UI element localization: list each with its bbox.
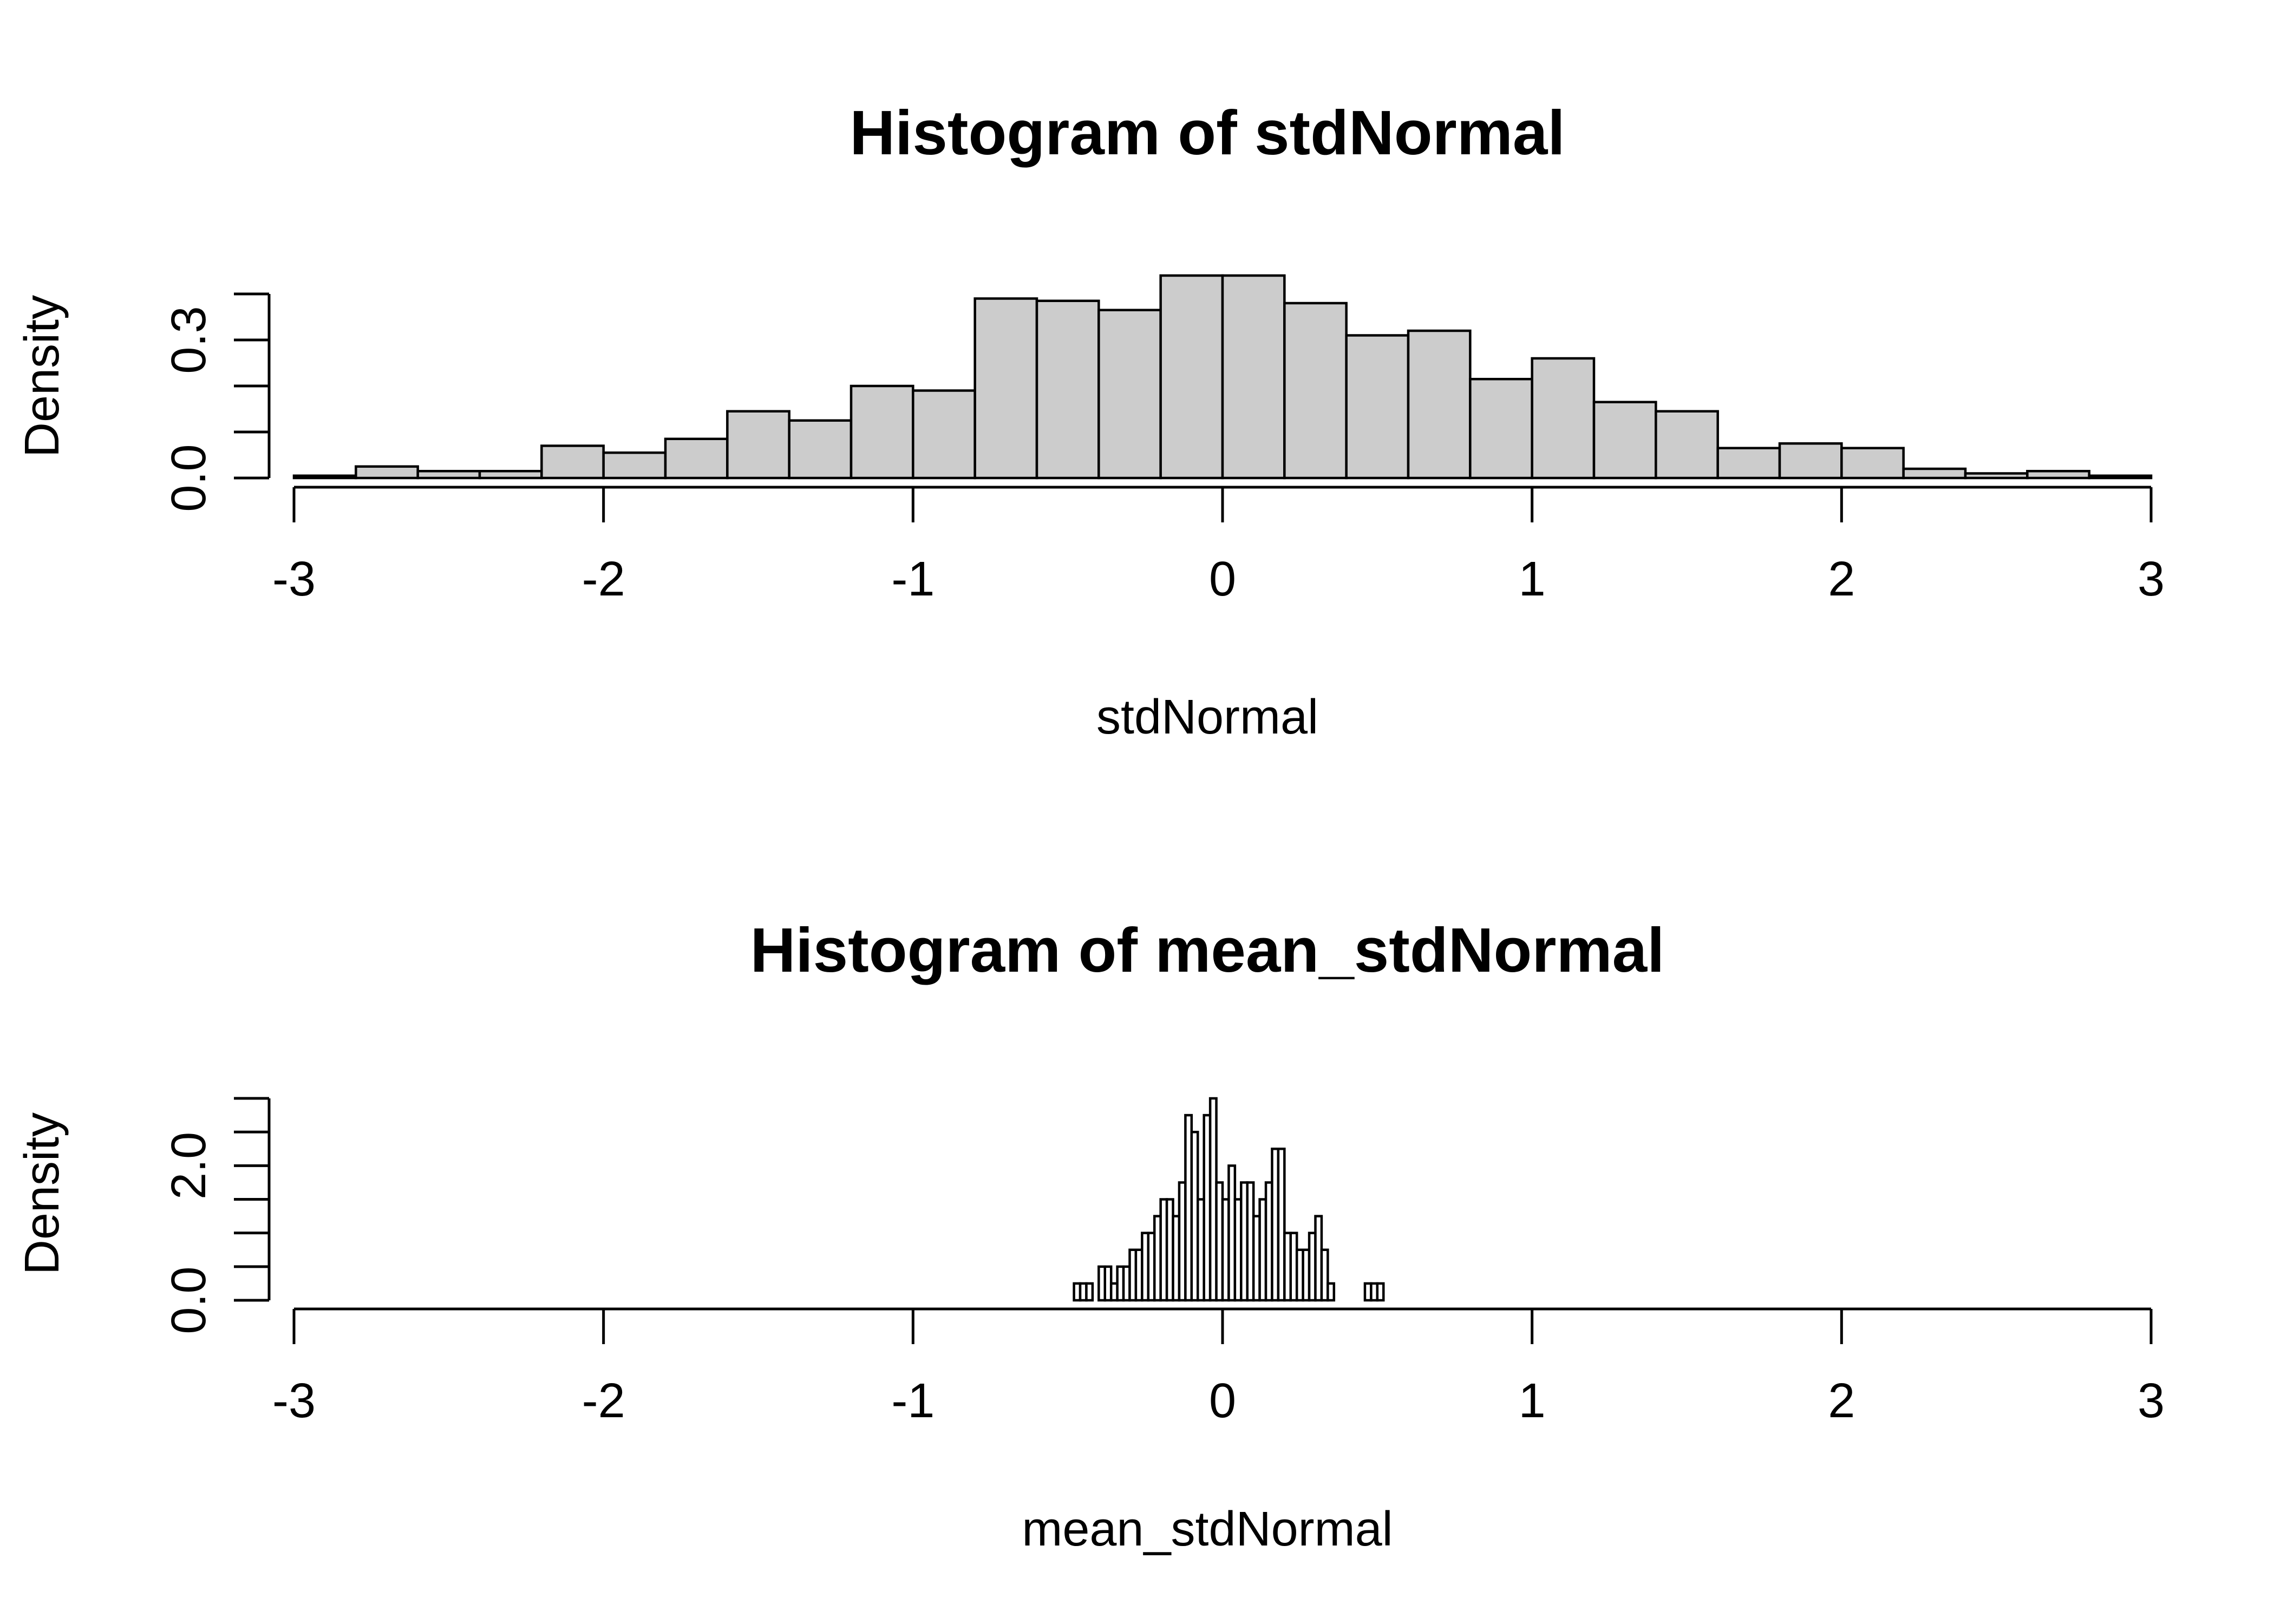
histogram-bar <box>1531 357 1596 480</box>
x-tick-label: -2 <box>582 1374 625 1428</box>
histogram-bar <box>1327 1282 1336 1302</box>
y-tick-label: 0.3 <box>162 306 216 374</box>
x-axis-label: mean_stdNormal <box>1022 1502 1393 1556</box>
histogram-bar <box>416 470 481 480</box>
histogram-bar <box>1320 1248 1329 1302</box>
x-tick-label: -2 <box>582 552 625 606</box>
x-axis: -3 -2 -1 0 1 2 3 <box>272 486 2165 606</box>
x-axis: -3 -2 -1 0 1 2 3 <box>272 1307 2165 1428</box>
histogram-bar <box>1716 447 1781 480</box>
chart-title: Histogram of mean_stdNormal <box>750 915 1665 985</box>
histogram-bar <box>664 437 729 480</box>
histogram-bar <box>788 419 853 480</box>
histogram-bar <box>850 384 914 480</box>
histogram-bar <box>1035 299 1100 480</box>
histogram-bar <box>1097 309 1162 480</box>
histogram-bar <box>602 451 667 480</box>
histogram-bar <box>1345 334 1410 480</box>
x-tick-label: 3 <box>2138 1374 2165 1428</box>
histogram-bar <box>1592 401 1657 480</box>
bars-group <box>292 274 2153 480</box>
histogram-bar <box>1469 378 1533 480</box>
histogram-bar <box>1655 410 1719 480</box>
histogram-bar <box>540 444 605 480</box>
x-axis-label: stdNormal <box>1096 690 1318 744</box>
chart-title: Histogram of stdNormal <box>850 97 1565 168</box>
y-axis: 0.0 0.3 <box>162 292 271 512</box>
x-tick-label: 3 <box>2138 552 2165 606</box>
x-tick-label: -1 <box>891 552 935 606</box>
histogram-bar <box>478 470 543 480</box>
histogram-bar <box>2026 470 2090 480</box>
x-tick-label: 0 <box>1209 1374 1236 1428</box>
histogram-bar <box>292 474 357 480</box>
histogram-bar <box>1964 472 2029 480</box>
histogram-bar <box>1407 329 1472 480</box>
histogram-bar <box>1283 302 1348 480</box>
histogram-bar <box>1085 1282 1094 1302</box>
y-tick-label: 0.0 <box>162 444 216 512</box>
histogram-bar <box>912 389 976 480</box>
x-tick-label: 1 <box>1519 552 1546 606</box>
histogram-bar <box>1221 274 1286 480</box>
bars-group <box>1073 1097 1385 1302</box>
histogram-bar <box>355 465 419 480</box>
histogram-panel-stdnormal: Histogram of stdNormal stdNormal Density… <box>15 97 2165 744</box>
histogram-bar <box>2088 474 2153 480</box>
histogram-bar <box>1159 274 1224 480</box>
y-tick-label: 2.0 <box>162 1132 216 1200</box>
histogram-bar <box>1840 447 1905 480</box>
x-tick-label: 0 <box>1209 552 1236 606</box>
histogram-bar <box>1778 442 1843 480</box>
y-tick-label: 0.0 <box>162 1266 216 1334</box>
histogram-bar <box>1277 1148 1286 1302</box>
histogram-panel-mean-stdnormal: Histogram of mean_stdNormal mean_stdNorm… <box>15 915 2165 1556</box>
x-tick-label: 2 <box>1828 552 1855 606</box>
x-tick-label: -1 <box>891 1374 935 1428</box>
y-axis-label: Density <box>15 1112 69 1275</box>
x-tick-label: 2 <box>1828 1374 1855 1428</box>
histogram-bar <box>1902 467 1967 480</box>
histogram-bar <box>726 410 790 480</box>
x-tick-label: 1 <box>1519 1374 1546 1428</box>
histogram-bar <box>973 297 1038 480</box>
x-tick-label: -3 <box>272 1374 316 1428</box>
y-axis-label: Density <box>15 295 69 457</box>
x-tick-label: -3 <box>272 552 316 606</box>
y-axis: 0.0 2.0 <box>162 1097 271 1334</box>
histogram-bar <box>1376 1282 1385 1302</box>
